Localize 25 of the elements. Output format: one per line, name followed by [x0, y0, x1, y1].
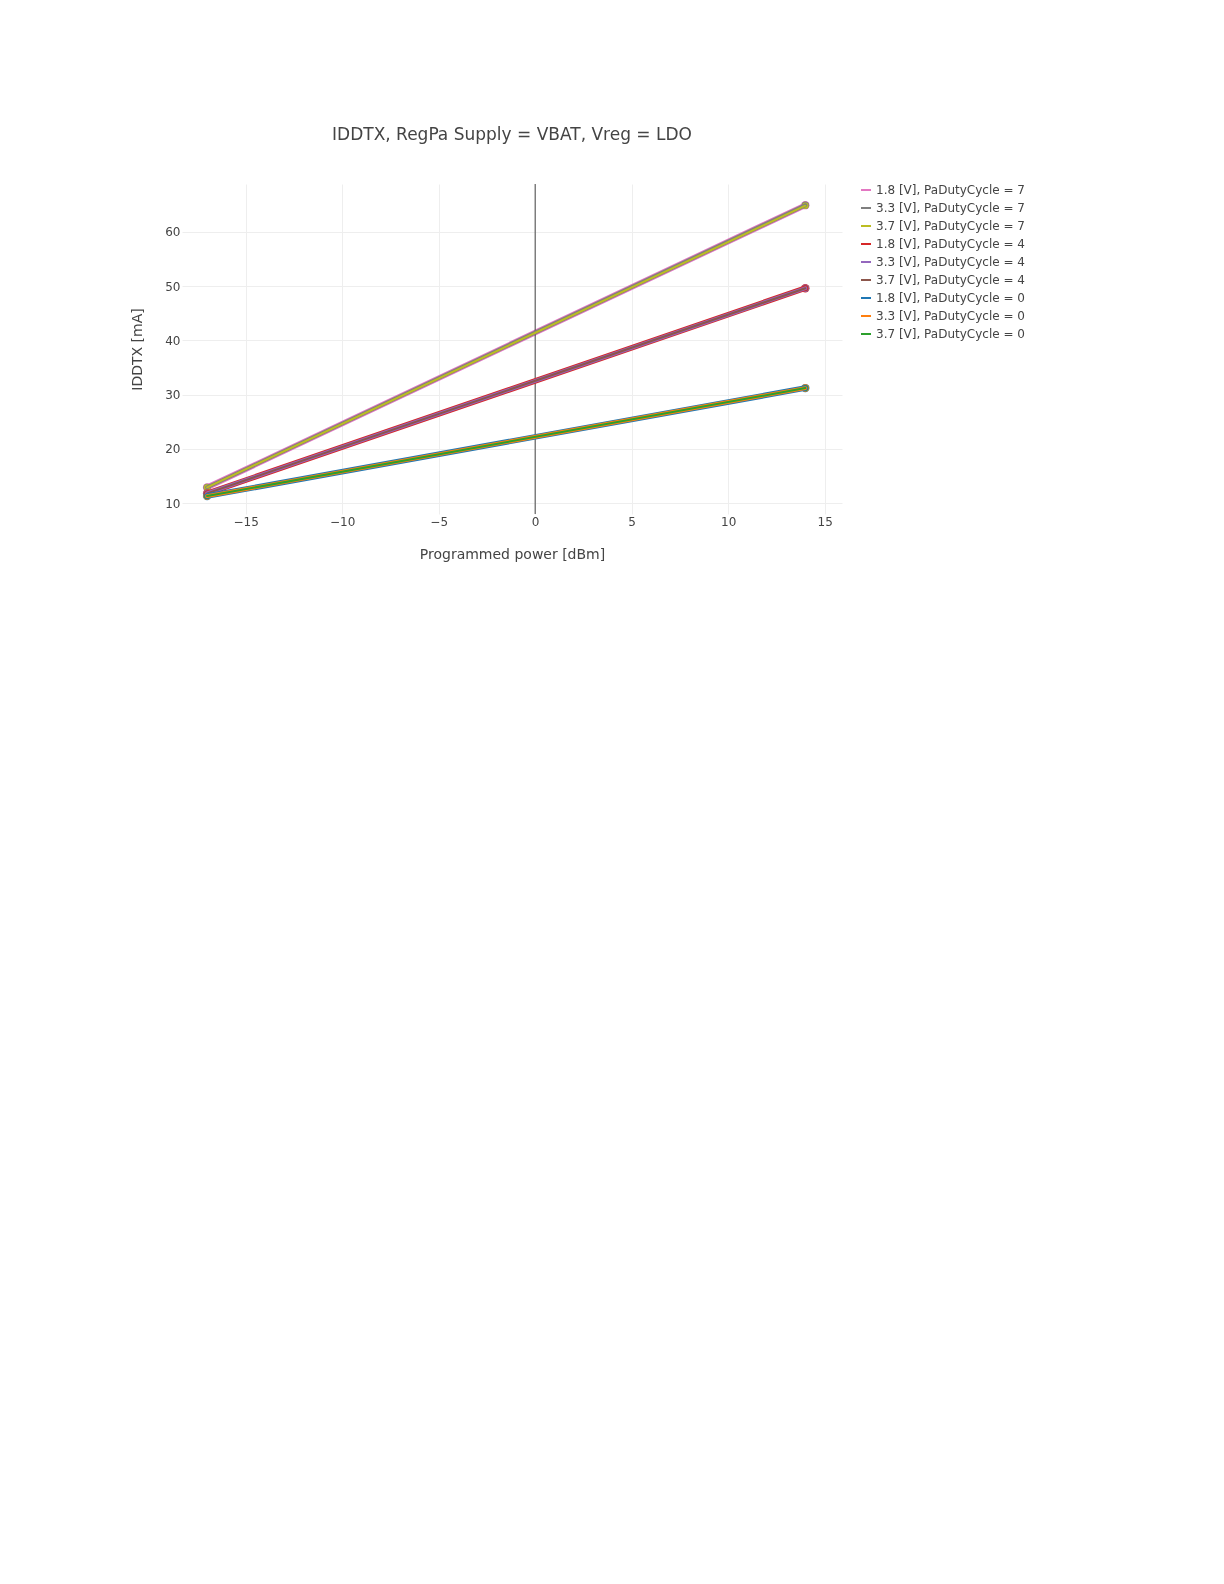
legend-label: 3.7 [V], PaDutyCycle = 0 [876, 327, 1025, 341]
x-tick-label: 10 [721, 514, 737, 529]
chart-title: IDDTX, RegPa Supply = VBAT, Vreg = LDO [332, 123, 692, 144]
legend-label: 1.8 [V], PaDutyCycle = 0 [876, 291, 1025, 305]
legend-label: 3.3 [V], PaDutyCycle = 0 [876, 309, 1025, 323]
legend-label: 3.3 [V], PaDutyCycle = 7 [876, 201, 1025, 215]
x-tick-label: −15 [233, 514, 259, 529]
y-axis-title: IDDTX [mA] [129, 308, 146, 391]
x-tick-label: 15 [817, 514, 833, 529]
legend-label: 3.7 [V], PaDutyCycle = 7 [876, 219, 1025, 233]
legend-label: 3.3 [V], PaDutyCycle = 4 [876, 255, 1025, 269]
legend-label: 3.7 [V], PaDutyCycle = 4 [876, 273, 1025, 287]
legend-label: 1.8 [V], PaDutyCycle = 4 [876, 237, 1025, 251]
y-tick-label: 50 [165, 279, 181, 294]
y-tick-label: 30 [165, 388, 181, 403]
y-tick-label: 10 [165, 496, 181, 511]
x-tick-label: −10 [330, 514, 356, 529]
legend-label: 1.8 [V], PaDutyCycle = 7 [876, 183, 1025, 197]
y-tick-label: 60 [165, 225, 181, 240]
x-tick-label: −5 [430, 514, 449, 529]
y-tick-label: 40 [165, 333, 181, 348]
x-tick-label: 5 [628, 514, 636, 529]
x-tick-label: 0 [531, 514, 540, 529]
y-tick-label: 20 [165, 442, 181, 457]
x-axis-title: Programmed power [dBm] [419, 545, 606, 562]
